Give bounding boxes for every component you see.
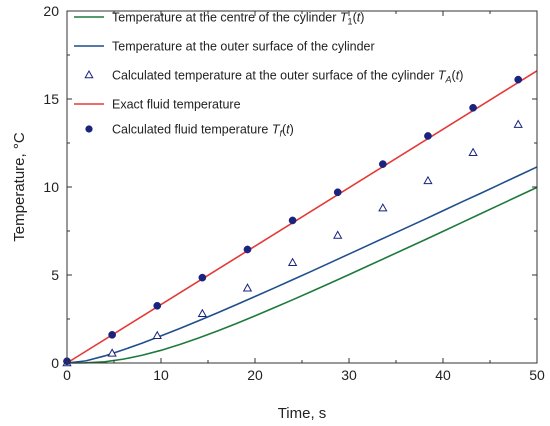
data-point-calculated-temperature-at-the-outer-surface-of-the-cylinder-ta-t <box>107 348 117 357</box>
data-point-calculated-temperature-at-the-outer-surface-of-the-cylinder-ta-t <box>468 147 478 156</box>
y-tick-label: 15 <box>43 91 59 107</box>
data-point-calculated-temperature-at-the-outer-surface-of-the-cylinder-ta-t <box>378 203 388 212</box>
data-point-calculated-fluid-temperature-tf-t <box>198 273 207 282</box>
legend-label-temperature-at-the-centre-of-the-cylinder-t1-t: Temperature at the centre of the cylinde… <box>112 11 364 27</box>
plot-layer <box>62 70 538 367</box>
legend-label-calculated-temperature-at-the-outer-surface-of-the-cylinder-ta-t: Calculated temperature at the outer surf… <box>112 69 463 85</box>
series-line-exact-fluid-temperature <box>66 70 538 364</box>
data-point-calculated-temperature-at-the-outer-surface-of-the-cylinder-ta-t <box>333 230 343 239</box>
data-point-calculated-fluid-temperature-tf-t <box>153 301 162 310</box>
axes-layer: 0 10 20 30 40 50 0 5 10 15 20 <box>43 3 545 383</box>
x-axis-title: Time, s <box>278 405 327 422</box>
x-tick-label: 10 <box>153 367 169 383</box>
legend-label-calculated-fluid-temperature-tf-t: Calculated fluid temperature Tf(t) <box>112 123 294 139</box>
legend-label-temperature-at-the-outer-surface-of-the-cylinder: Temperature at the outer surface of the … <box>112 40 375 54</box>
legend-label-exact-fluid-temperature: Exact fluid temperature <box>112 98 241 112</box>
data-point-calculated-fluid-temperature-tf-t <box>514 75 523 84</box>
y-tick-label: 5 <box>51 267 59 283</box>
legend: Temperature at the centre of the cylinde… <box>74 11 463 139</box>
data-point-calculated-temperature-at-the-outer-surface-of-the-cylinder-ta-t <box>423 175 433 185</box>
x-tick-label: 30 <box>341 367 357 383</box>
data-point-calculated-temperature-at-the-outer-surface-of-the-cylinder-ta-t <box>513 119 523 128</box>
x-tick-label: 20 <box>247 367 263 383</box>
series-line-temperature-at-the-outer-surface-of-the-cylinder <box>66 166 538 364</box>
data-point-calculated-fluid-temperature-tf-t <box>108 330 116 339</box>
data-point-calculated-fluid-temperature-tf-t <box>333 188 342 197</box>
data-point-calculated-fluid-temperature-tf-t <box>378 160 387 168</box>
x-tick-label: 40 <box>435 367 451 383</box>
data-point-calculated-temperature-at-the-outer-surface-of-the-cylinder-ta-t <box>152 330 162 340</box>
data-point-calculated-temperature-at-the-outer-surface-of-the-cylinder-ta-t <box>197 308 208 318</box>
x-tick-label: 50 <box>529 367 545 383</box>
y-tick-label: 10 <box>43 179 59 195</box>
data-point-calculated-temperature-at-the-outer-surface-of-the-cylinder-ta-t <box>287 257 298 266</box>
y-axis-title: Temperature, °C <box>11 132 28 242</box>
x-tick-label: 0 <box>63 367 71 383</box>
legend-swatch-calculated-temperature-at-the-outer-surface-of-the-cylinder-ta-t <box>84 69 94 79</box>
legend-swatch-calculated-fluid-temperature-tf-t <box>85 125 93 133</box>
data-point-calculated-fluid-temperature-tf-t <box>424 132 432 140</box>
y-tick-label: 20 <box>43 3 59 19</box>
data-point-calculated-fluid-temperature-tf-t <box>288 216 297 225</box>
data-point-calculated-fluid-temperature-tf-t <box>243 245 252 254</box>
data-point-calculated-temperature-at-the-outer-surface-of-the-cylinder-ta-t <box>242 283 253 292</box>
series-line-temperature-at-the-centre-of-the-cylinder-t1-t <box>66 186 538 364</box>
y-tick-label: 0 <box>51 355 59 371</box>
data-point-calculated-fluid-temperature-tf-t <box>469 103 477 112</box>
